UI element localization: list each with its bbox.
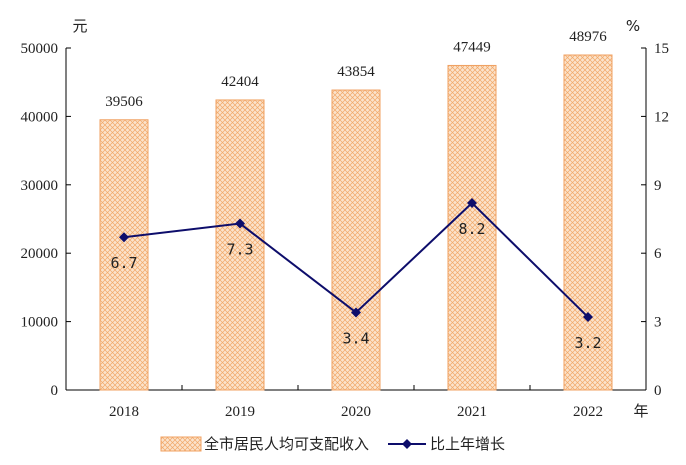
x-axis-unit: 年: [633, 402, 648, 420]
line-value-label: 6.7: [110, 254, 137, 272]
line-value-label: 8.2: [458, 220, 485, 238]
x-tick-label: 2018: [109, 404, 139, 420]
left-y-tick-label: 10000: [21, 315, 59, 331]
line-value-label: 7.3: [226, 241, 253, 259]
left-y-tick-label: 50000: [21, 41, 59, 57]
x-tick-label: 2022: [573, 404, 603, 420]
bar-value-label: 48976: [569, 29, 607, 45]
line-point-marker: [467, 198, 477, 209]
bar: [215, 99, 265, 391]
left-y-tick-label: 40000: [21, 109, 59, 125]
line-data-labels: 6.7 7.3 3.4 8.2 3.2: [110, 220, 601, 352]
left-y-tick-label: 0: [51, 383, 59, 399]
legend-bar-label: 全市居民人均可支配收入: [204, 435, 369, 453]
right-y-tick-label: 15: [654, 41, 669, 57]
legend: 全市居民人均可支配收入 比上年增长: [160, 435, 505, 453]
bar: [99, 119, 149, 391]
left-y-tick-label: 30000: [21, 178, 59, 194]
line-point-marker: [235, 218, 245, 229]
x-tick-label: 2021: [457, 404, 487, 420]
left-axis-unit: 元: [72, 17, 87, 35]
line-point-marker: [583, 312, 593, 323]
bar-value-label: 43854: [337, 64, 375, 80]
bar: [563, 54, 613, 391]
right-axis-unit: %: [626, 17, 640, 35]
bar: [331, 89, 381, 391]
bar-value-label: 42404: [221, 74, 259, 90]
line-value-label: 3.2: [574, 334, 601, 352]
bar-value-label: 47449: [453, 39, 491, 55]
right-y-tick-label: 0: [654, 383, 662, 399]
right-y-tick-label: 3: [654, 315, 662, 331]
legend-line-label: 比上年增长: [430, 435, 505, 453]
bar-data-labels: 39506 42404 43854 47449 48976: [105, 29, 607, 110]
left-y-ticks: 0 10000 20000 30000 40000 50000: [21, 41, 71, 399]
bar-value-label: 39506: [105, 94, 143, 110]
right-y-tick-label: 9: [654, 178, 662, 194]
x-tick-label: 2019: [225, 404, 255, 420]
right-y-tick-label: 12: [654, 109, 669, 125]
line-value-label: 3.4: [342, 329, 369, 347]
line-point-marker: [351, 307, 361, 318]
legend-line-marker: [402, 439, 412, 449]
legend-bar-swatch: [160, 436, 202, 452]
left-y-tick-label: 20000: [21, 246, 59, 262]
line-point-marker: [119, 232, 129, 243]
right-y-tick-label: 6: [654, 246, 662, 262]
line-series: [119, 198, 593, 323]
x-tick-label: 2020: [341, 404, 371, 420]
x-ticks: 2018 2019 2020 2021 2022: [65, 385, 647, 420]
right-y-ticks: 0 3 6 9 12 15: [641, 41, 669, 399]
bar-series: [99, 54, 613, 391]
